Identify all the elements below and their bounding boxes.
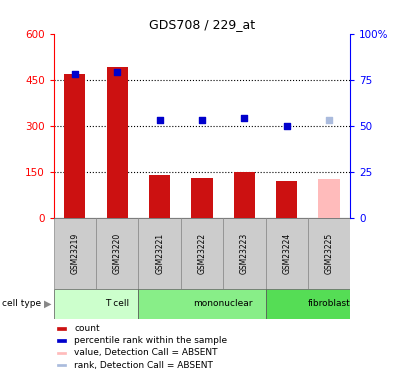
Bar: [265, 289, 350, 319]
Bar: [57, 352, 66, 354]
Text: GSM23224: GSM23224: [282, 232, 291, 274]
Bar: [54, 289, 139, 319]
Bar: [265, 217, 308, 289]
Point: [156, 117, 163, 123]
Point: [199, 117, 205, 123]
Text: mononuclear: mononuclear: [193, 299, 253, 308]
Point: [241, 115, 248, 121]
Text: fibroblast: fibroblast: [308, 299, 350, 308]
Point: [72, 71, 78, 77]
Bar: [96, 217, 139, 289]
Bar: [191, 178, 213, 218]
Bar: [139, 217, 181, 289]
Bar: [57, 364, 66, 366]
Bar: [308, 217, 350, 289]
Text: GSM23225: GSM23225: [324, 232, 334, 274]
Text: GSM23221: GSM23221: [155, 232, 164, 274]
Bar: [57, 339, 66, 342]
Bar: [318, 179, 339, 218]
Bar: [57, 327, 66, 330]
Text: ▶: ▶: [44, 299, 51, 309]
Bar: [223, 217, 265, 289]
Bar: [54, 217, 96, 289]
Bar: [149, 175, 170, 217]
Text: percentile rank within the sample: percentile rank within the sample: [74, 336, 228, 345]
Text: value, Detection Call = ABSENT: value, Detection Call = ABSENT: [74, 348, 218, 357]
Point: [283, 123, 290, 129]
Text: rank, Detection Call = ABSENT: rank, Detection Call = ABSENT: [74, 361, 213, 370]
Text: GSM23220: GSM23220: [113, 232, 122, 274]
Text: cell type: cell type: [2, 299, 41, 308]
Bar: [181, 217, 223, 289]
Text: T cell: T cell: [105, 299, 129, 308]
Bar: [276, 182, 297, 218]
Text: GSM23223: GSM23223: [240, 232, 249, 274]
Point: [114, 69, 121, 75]
Title: GDS708 / 229_at: GDS708 / 229_at: [149, 18, 255, 31]
Bar: [139, 289, 265, 319]
Bar: [107, 68, 128, 218]
Bar: [234, 172, 255, 217]
Text: count: count: [74, 324, 100, 333]
Point: [326, 117, 332, 123]
Text: GSM23219: GSM23219: [70, 232, 80, 274]
Text: GSM23222: GSM23222: [197, 232, 207, 274]
Bar: [64, 74, 86, 217]
